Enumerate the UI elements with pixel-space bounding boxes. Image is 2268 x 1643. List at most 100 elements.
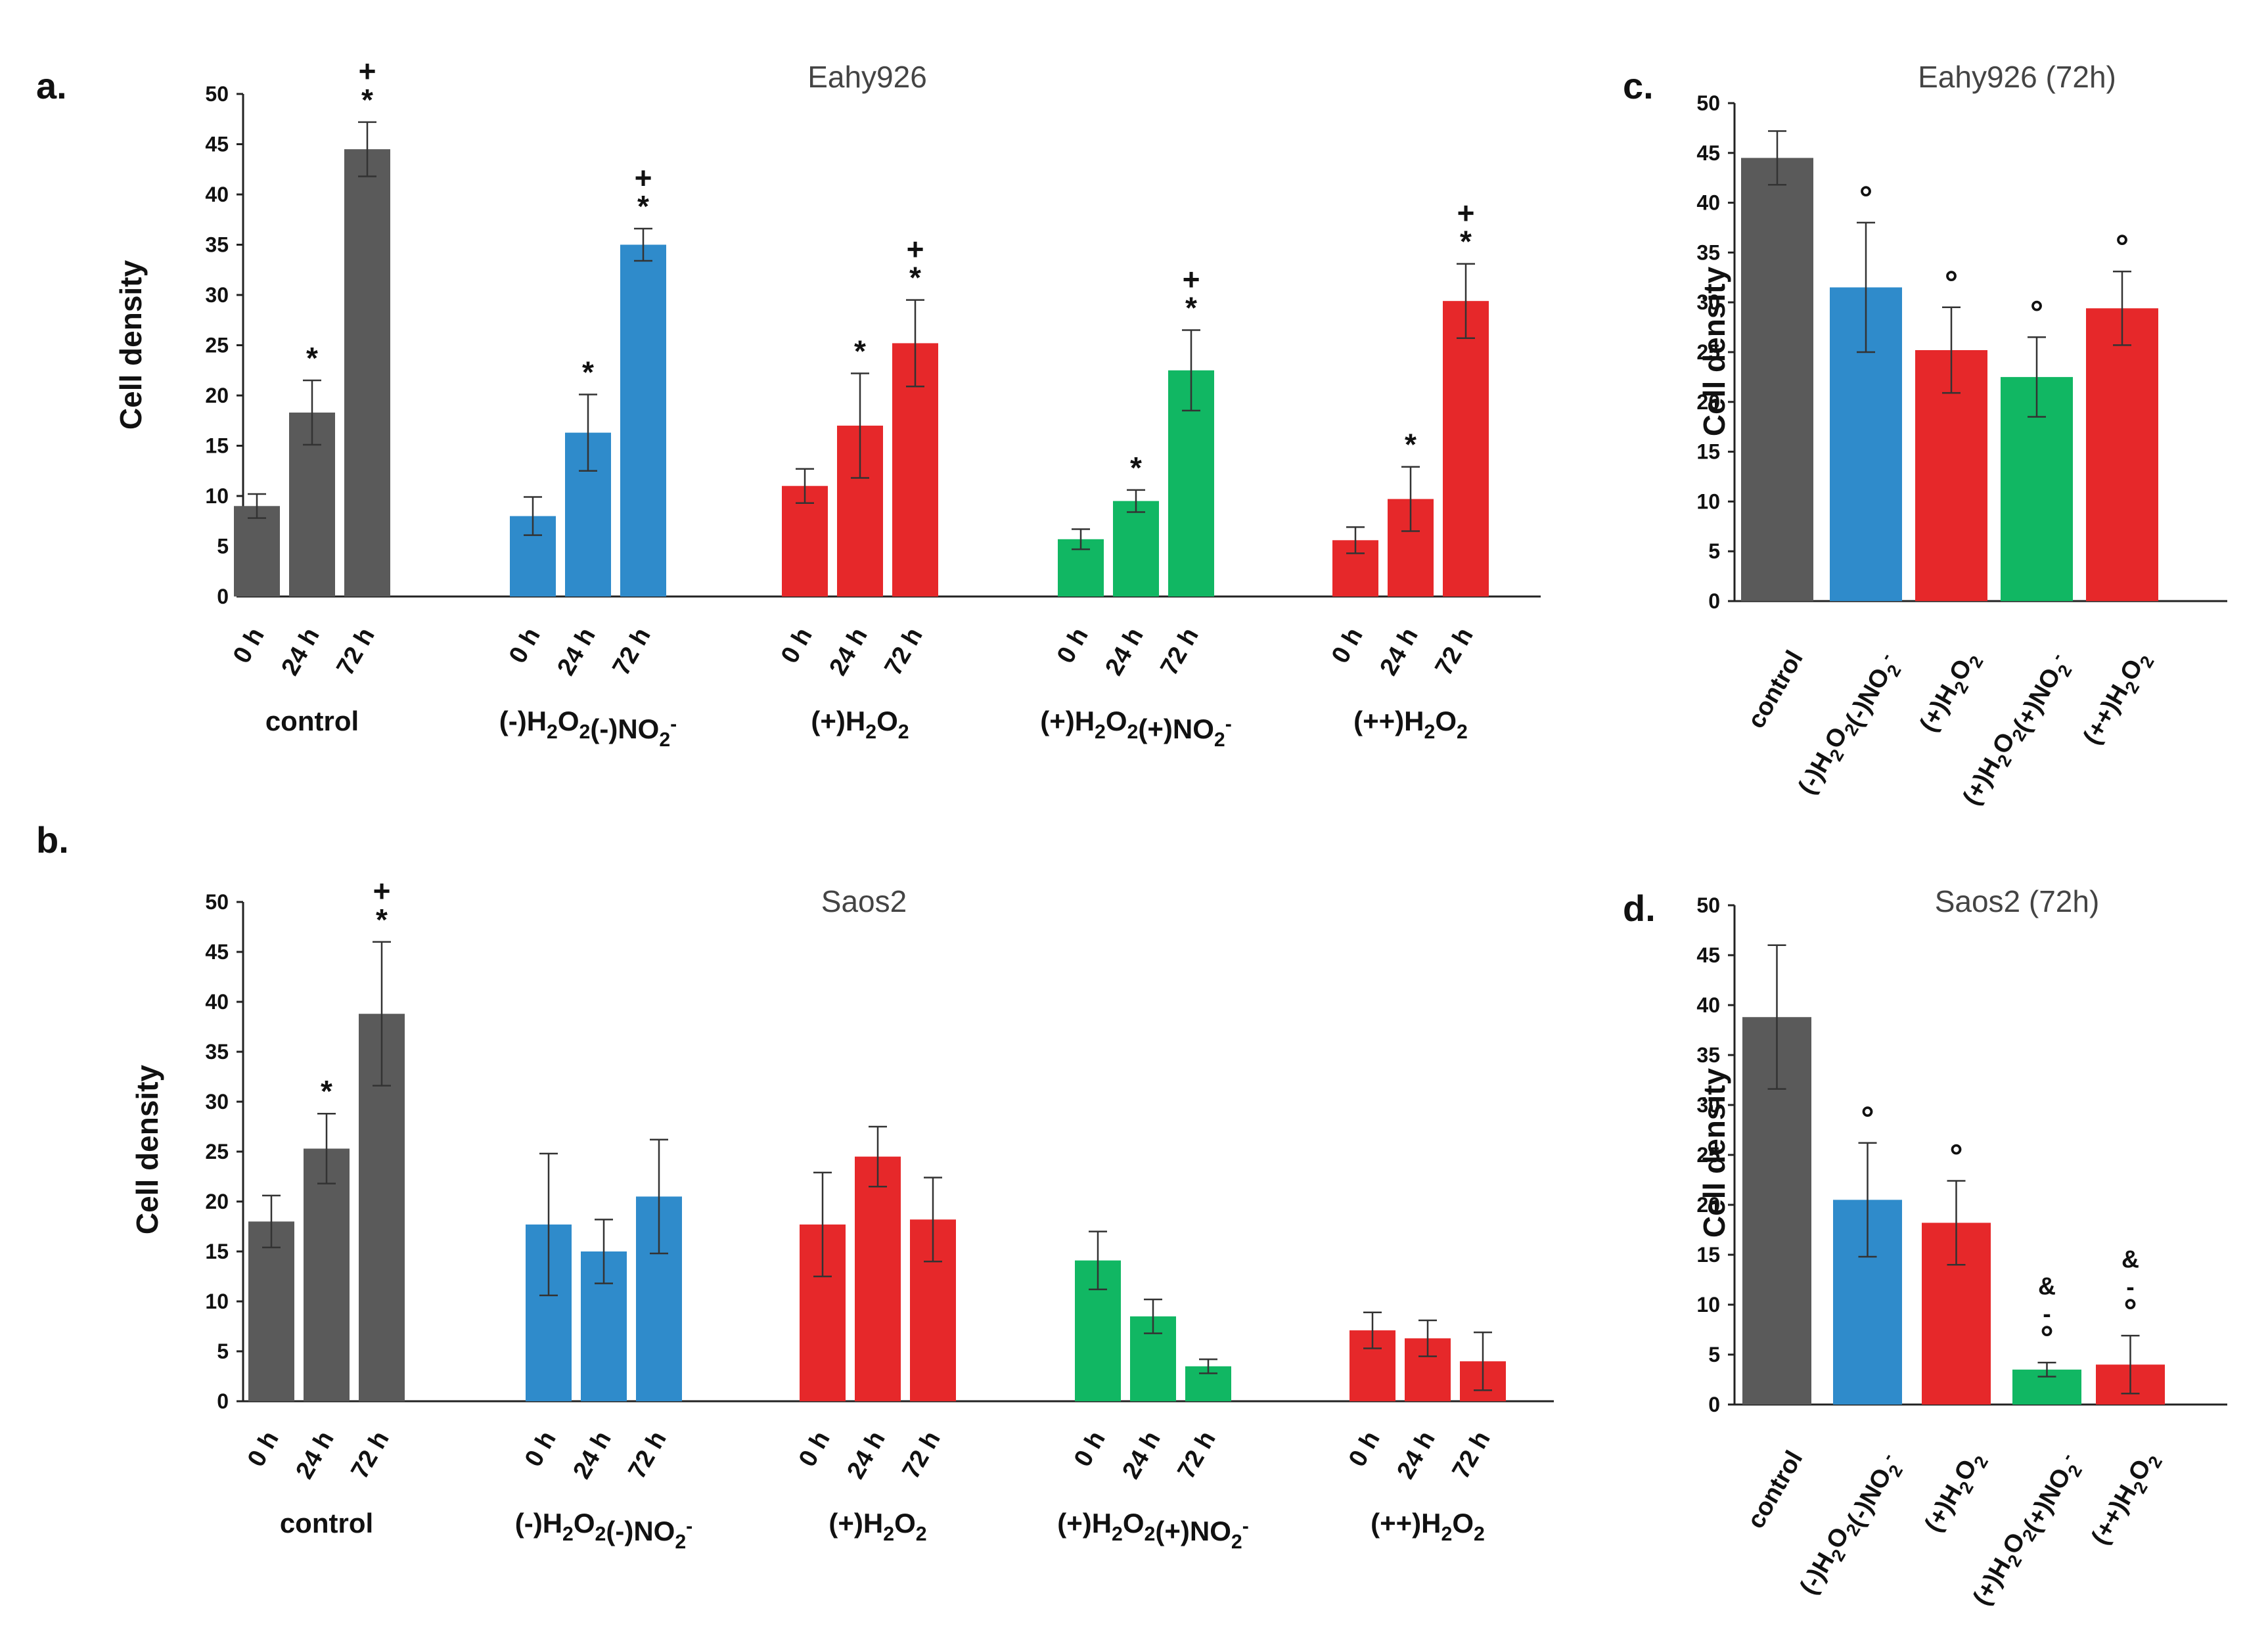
c-ytick-label-2: 10: [1696, 489, 1720, 513]
b-bar-g2-1: [855, 1156, 901, 1401]
b-bar-g2-2-time-label: 72 h: [897, 1427, 945, 1484]
a-bar-g2-2-mark-0: +: [907, 232, 924, 266]
a-group-label-0: control: [265, 706, 359, 736]
a-ytick-label-10: 50: [205, 82, 229, 106]
a-panel-label: a.: [36, 65, 67, 106]
a-ytick-label-5: 25: [205, 334, 229, 357]
c-ytick-label-4: 20: [1696, 390, 1720, 414]
a-ytick-label-0: 0: [217, 585, 229, 608]
panel-a-chart: 0 5 10 15 20 25 30 35 40 45 50 Eahy926 a. Cell densit…: [36, 54, 1541, 751]
a-ytick-label-6: 30: [205, 283, 229, 307]
b-bar-g3-0-time-label: 0 h: [1069, 1427, 1111, 1472]
c-ytick-label-0: 0: [1708, 589, 1720, 613]
b-ytick-label-7: 35: [205, 1040, 229, 1064]
c-panel-label: c.: [1623, 65, 1654, 106]
a-bar-g0-1-time-label: 24 h: [276, 623, 325, 681]
b-y-axis-label: Cell density: [130, 1064, 164, 1234]
d-ytick-label-10: 50: [1696, 893, 1720, 917]
d-bar-3-mark-0: &: [2038, 1272, 2056, 1300]
c-ytick-label-6: 30: [1696, 290, 1720, 314]
d-bar-4-mark-2: °: [2123, 1292, 2137, 1330]
d-bar-1-mark-0: °: [1861, 1100, 1874, 1137]
b-bar-g0-0: [248, 1221, 294, 1401]
c-ytick-label-9: 45: [1696, 141, 1720, 165]
b-bar-g2-1-time-label: 24 h: [842, 1427, 890, 1484]
b-bar-g1-0-time-label: 0 h: [520, 1427, 562, 1472]
b-bar-g1-1-time-label: 24 h: [568, 1427, 616, 1484]
b-bar-g0-2-time-label: 72 h: [346, 1427, 394, 1484]
a-ytick-label-8: 40: [205, 183, 229, 206]
b-bar-g0-2-mark-0: +: [373, 874, 391, 908]
a-group-label-4: (++)H2O2: [1353, 706, 1468, 743]
a-title: Eahy926: [807, 60, 927, 94]
b-bar-g0-0-time-label: 0 h: [242, 1427, 284, 1472]
d-category-label-4: (++)H2O2: [2086, 1447, 2166, 1552]
c-category-label-4: (++)H2O2: [2078, 646, 2158, 752]
a-bar-g3-0-time-label: 0 h: [1052, 623, 1094, 669]
b-bar-g0-1-time-label: 24 h: [290, 1427, 339, 1484]
b-ytick-label-2: 10: [205, 1290, 229, 1313]
b-bar-g3-1-time-label: 24 h: [1117, 1427, 1166, 1484]
a-bar-g3-2-mark-0: +: [1183, 262, 1200, 296]
a-bar-g3-1-mark-0: *: [1130, 451, 1142, 485]
c-ytick-label-1: 5: [1708, 539, 1720, 563]
b-bar-g0-1-mark-0: *: [321, 1074, 332, 1108]
b-ytick-label-8: 40: [205, 990, 229, 1014]
b-title: Saos2: [821, 884, 907, 918]
a-bar-g1-2: [620, 244, 666, 596]
b-bar-g0-1: [304, 1148, 350, 1401]
a-bar-g1-0-time-label: 0 h: [504, 623, 546, 669]
d-ytick-label-6: 30: [1696, 1093, 1720, 1117]
a-bar-g2-0: [782, 485, 828, 596]
d-ytick-label-3: 15: [1696, 1243, 1720, 1267]
d-ytick-label-2: 10: [1696, 1293, 1720, 1317]
a-bar-g4-1-time-label: 24 h: [1374, 623, 1423, 681]
b-bar-g2-0-time-label: 0 h: [794, 1427, 836, 1472]
c-bar-1-mark-0: °: [1859, 179, 1872, 217]
c-category-label-1: (-)H2O2(-)NO2-: [1793, 646, 1908, 805]
c-ytick-label-7: 35: [1696, 240, 1720, 264]
d-bar-3-mark-1: -: [2043, 1299, 2051, 1327]
b-panel-label: b.: [36, 819, 69, 861]
b-bar-g0-2-mark-1: *: [376, 903, 388, 937]
d-category-label-0: control: [1742, 1447, 1809, 1534]
a-ytick-label-1: 5: [217, 535, 229, 558]
a-bar-g3-1-time-label: 24 h: [1100, 623, 1148, 681]
d-bar-4-mark-1: -: [2126, 1272, 2134, 1300]
b-group-label-3: (+)H2O2(+)NO2-: [1057, 1508, 1249, 1553]
a-bar-g0-2-mark-1: *: [361, 83, 373, 117]
a-group-label-3: (+)H2O2(+)NO2-: [1040, 706, 1232, 751]
c-ytick-label-3: 15: [1696, 440, 1720, 464]
a-group-label-1: (-)H2O2(-)NO2-: [499, 706, 677, 751]
b-ytick-label-4: 20: [205, 1190, 229, 1213]
c-bar-4: [2086, 308, 2158, 601]
d-category-label-1: (-)H2O2(-)NO2-: [1795, 1447, 1910, 1606]
c-ytick-label-8: 40: [1696, 191, 1720, 215]
a-bar-g2-2-mark-1: *: [909, 261, 921, 295]
a-bar-g1-2-mark-0: +: [635, 160, 652, 194]
a-bar-g4-1-mark-0: *: [1405, 428, 1417, 462]
a-bar-g1-1-time-label: 24 h: [552, 623, 601, 681]
b-bar-g4-1-time-label: 24 h: [1392, 1427, 1440, 1484]
c-title: Eahy926 (72h): [1918, 60, 2116, 94]
d-ytick-label-1: 5: [1708, 1343, 1720, 1366]
a-bar-g2-1-time-label: 24 h: [824, 623, 873, 681]
b-ytick-label-0: 0: [217, 1389, 229, 1413]
d-ytick-label-0: 0: [1708, 1393, 1720, 1416]
a-bar-g3-1: [1113, 501, 1159, 596]
d-title: Saos2 (72h): [1935, 884, 2100, 918]
a-bar-g0-1-mark-0: *: [306, 341, 318, 375]
b-bar-g1-2-time-label: 72 h: [623, 1427, 671, 1484]
b-ytick-label-5: 25: [205, 1140, 229, 1163]
d-bar-4-mark-0: &: [2121, 1246, 2139, 1273]
d-panel-label: d.: [1623, 888, 1656, 929]
a-bar-g0-0: [234, 506, 280, 596]
d-ytick-label-5: 25: [1696, 1143, 1720, 1167]
c-bar-3-mark-0: °: [2030, 294, 2043, 331]
c-bar-0: [1741, 158, 1813, 601]
c-ytick-label-10: 50: [1696, 91, 1720, 115]
b-group-label-1: (-)H2O2(-)NO2-: [515, 1508, 693, 1553]
panel-d-chart: 0 5 10 15 20 25 30 35 40 45 50 Saos2 (72h) d. Cell de…: [1623, 884, 2227, 1610]
a-bar-g4-2-mark-1: *: [1460, 225, 1472, 259]
